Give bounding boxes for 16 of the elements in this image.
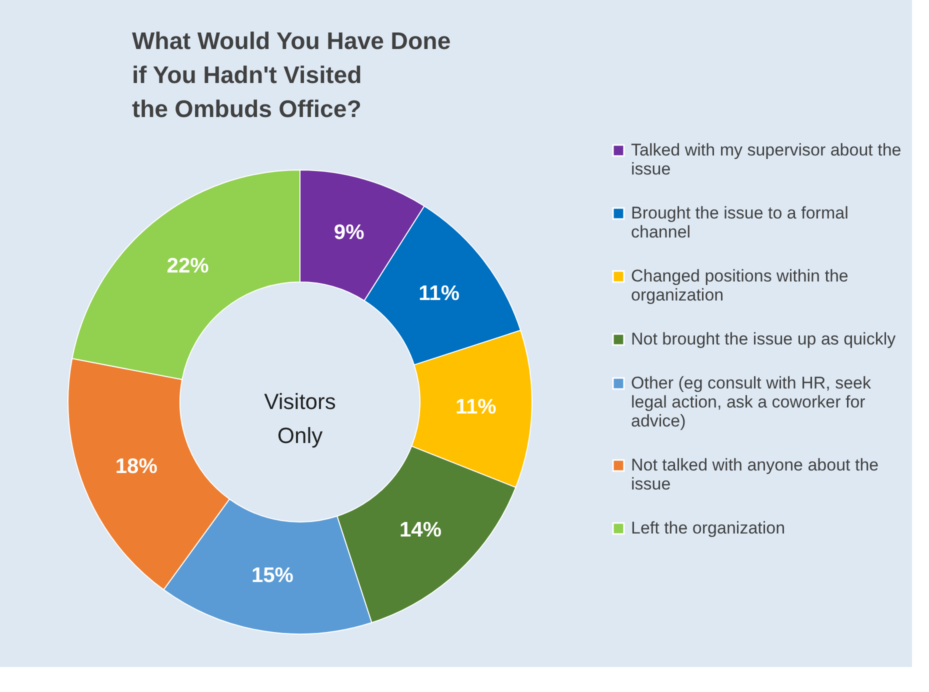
legend-label: Talked with my supervisor about the issue: [631, 140, 902, 178]
legend-label: Other (eg consult with HR, seek legal action, ask a coworker for advice): [631, 374, 872, 430]
data-label: 9%: [334, 220, 365, 244]
data-label: 15%: [251, 564, 294, 587]
legend-label: Not talked with anyone about the issue: [631, 456, 879, 494]
legend-label: Brought the issue to a formal channel: [631, 204, 848, 242]
data-label: 18%: [115, 454, 158, 478]
chart-title: What Would You Have Done if You Hadn't Visited the Ombuds Office?: [132, 28, 451, 123]
legend-label: Not brought the issue up as quickly: [631, 330, 896, 348]
legend-label: Changed positions within the organization: [631, 266, 848, 304]
data-label: 11%: [455, 396, 497, 419]
text: Visitors Only: [264, 389, 336, 448]
data-label: 11%: [418, 282, 460, 306]
data-label: 22%: [166, 254, 210, 278]
data-label: 14%: [399, 518, 442, 542]
legend-label: Left the organization: [631, 518, 786, 538]
